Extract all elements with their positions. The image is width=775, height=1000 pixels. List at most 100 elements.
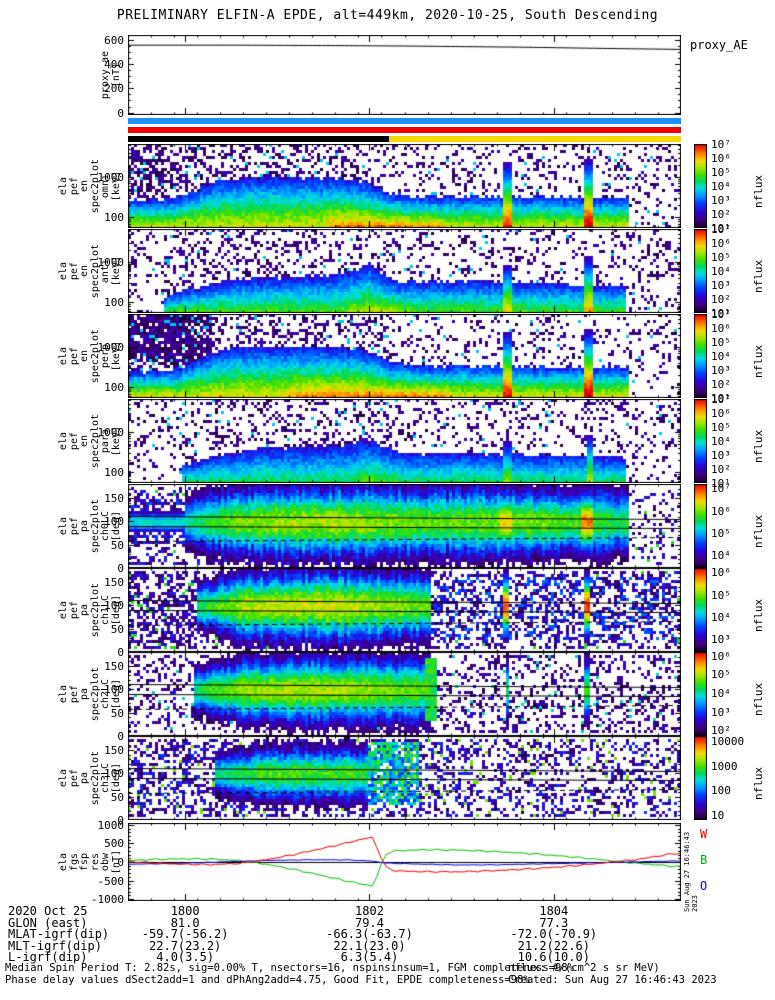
info-row-value: 1800 [170,904,200,918]
axis-label-omni-line: ela [58,176,69,196]
ytick-label-perp: 100 [104,381,124,395]
colorbar-tick-para: 10¹ [711,477,731,490]
colorbar-tick-anti: 10³ [711,279,731,292]
colorbar-tick-anti: 10² [711,293,731,306]
spectrogram-ch0LC [128,484,681,568]
axis-label-ch1LC-line: ela [58,600,69,620]
proxy-ae-plot [128,35,681,115]
colorbar-tick-perp: 10² [711,378,731,391]
mag-axis-label-line: ela [58,852,69,872]
colorbar-tick-omni: 10¹ [711,222,731,235]
proxy-ae-legend-label: proxy_AE [690,38,748,52]
info-row-value: 1804 [539,904,569,918]
mag-ytick-label: -1000 [90,893,124,907]
info-row-value: 4.0(3.5) [156,950,215,964]
colorbar-unit-omni: nflux [752,174,765,208]
ytick-label-perp: 1000 [97,340,125,354]
colorbar-tick-anti: 10⁶ [711,237,731,250]
proxy-ae-ytick-label: 200 [104,82,124,96]
ytick-label-ch2LC: 100 [104,683,124,697]
mag-series-label-O: O [700,879,708,893]
ytick-label-ch1LC: 0 [117,646,124,659]
ytick-label-ch1LC: 100 [104,599,124,613]
ytick-label-omni: 1000 [97,170,125,184]
colorbar-tick-para: 10⁴ [711,435,731,448]
mag-ytick-label: -500 [97,874,125,888]
info-row-value: 22.1(23.0) [333,938,406,953]
colorbar-tick-perp: 10⁵ [711,336,731,349]
colorbar-unit-para: nflux [752,429,765,463]
colorbar-tick-perp: 10⁴ [711,350,731,363]
axis-label-ch2LC-line: ela [58,684,69,704]
colorbar-tick-omni: 10⁴ [711,180,731,193]
info-row-value: 6.3(5.4) [340,950,399,964]
colorbar-tick-perp: 10¹ [711,392,731,405]
info-row-value: -59.7(-56.2) [141,927,229,941]
colorbar-tick-ch3LC: 1000 [711,759,738,773]
colorbar-tick-anti: 10⁵ [711,251,731,264]
colorbar-unit-ch3LC: nflux [752,766,765,800]
axis-label-perp-line: ela [58,346,69,366]
ytick-label-ch3LC: 100 [104,767,124,781]
info-row-value: 79.4 [355,915,384,930]
colorbar-ch2LC [694,652,707,736]
ytick-label-ch1LC: 150 [104,576,124,589]
colorbar-tick-para: 10⁷ [711,393,731,406]
colorbar-tick-ch2LC: 10⁴ [711,687,731,701]
colorbar-tick-ch2LC: 10² [711,724,731,738]
spectrogram-ch3LC [128,736,681,820]
status-bar-blue [128,118,681,124]
status-bar-red [128,127,681,133]
ytick-label-anti: 1000 [97,255,125,269]
colorbar-tick-omni: 10² [711,208,731,221]
ytick-label-ch1LC: 50 [110,622,124,636]
info-row-value: 21.2(22.6) [517,938,590,953]
info-row-value: -72.0(-70.9) [510,927,598,941]
colorbar-omni [694,144,707,228]
colorbar-tick-ch2LC: 10⁶ [711,649,731,663]
info-row-label: L-igrf(dip) [8,950,88,964]
status-bar-yellow [388,136,681,142]
colorbar-ch1LC [694,568,707,652]
colorbar-tick-omni: 10⁶ [711,152,731,165]
ytick-label-ch3LC: 50 [110,790,124,804]
colorbar-tick-anti: 10¹ [711,307,731,320]
colorbar-tick-perp: 10³ [711,364,731,377]
colorbar-tick-ch1LC: 10³ [711,632,731,646]
colorbar-tick-para: 10⁵ [711,421,731,434]
ytick-label-ch3LC: 150 [104,744,124,757]
page-title: PRELIMINARY ELFIN-A EPDE, alt=449km, 202… [116,8,659,23]
colorbar-tick-ch1LC: 10⁵ [711,588,731,602]
colorbar-tick-ch0LC: 10⁴ [711,548,731,562]
proxy-ae-ytick-label: 600 [104,33,124,47]
colorbar-tick-ch2LC: 10⁵ [711,668,731,682]
spectrogram-ch2LC [128,652,681,736]
spectrogram-omni [128,144,681,228]
ytick-label-ch3LC: 0 [117,814,124,827]
info-row-label: MLAT-igrf(dip) [8,927,110,941]
info-row-label: MLT-igrf(dip) [8,938,102,953]
footer-created-timestamp: Created: Sun Aug 27 16:46:43 2023 [508,974,717,986]
colorbar-para [694,399,707,483]
colorbar-tick-ch0LC: 10⁶ [711,504,731,518]
colorbar-tick-ch1LC: 10⁴ [711,610,731,624]
axis-label-ch3LC-line: ela [58,768,69,788]
ytick-label-ch2LC: 150 [104,660,124,673]
mag-field-plot [128,823,681,901]
ytick-label-para: 1000 [97,425,125,439]
colorbar-tick-perp: 10⁶ [711,322,731,335]
colorbar-tick-ch3LC: 10 [711,809,725,823]
colorbar-tick-omni: 10⁵ [711,166,731,179]
info-row-value: 1802 [355,904,384,918]
axis-label-ch0LC-line: ela [58,516,69,536]
axis-label-anti-line: ela [58,261,69,281]
colorbar-tick-para: 10⁶ [711,407,731,420]
mag-series-label-B: B [700,853,708,867]
ytick-label-anti: 100 [104,296,124,310]
info-row-label: 2020 Oct 25 [8,904,88,918]
ytick-label-ch0LC: 100 [104,515,124,529]
colorbar-tick-ch3LC: 10000 [711,734,745,748]
proxy-ae-ytick-label: 0 [117,106,124,120]
colorbar-unit-ch1LC: nflux [752,598,765,632]
ytick-label-ch0LC: 50 [110,538,124,552]
